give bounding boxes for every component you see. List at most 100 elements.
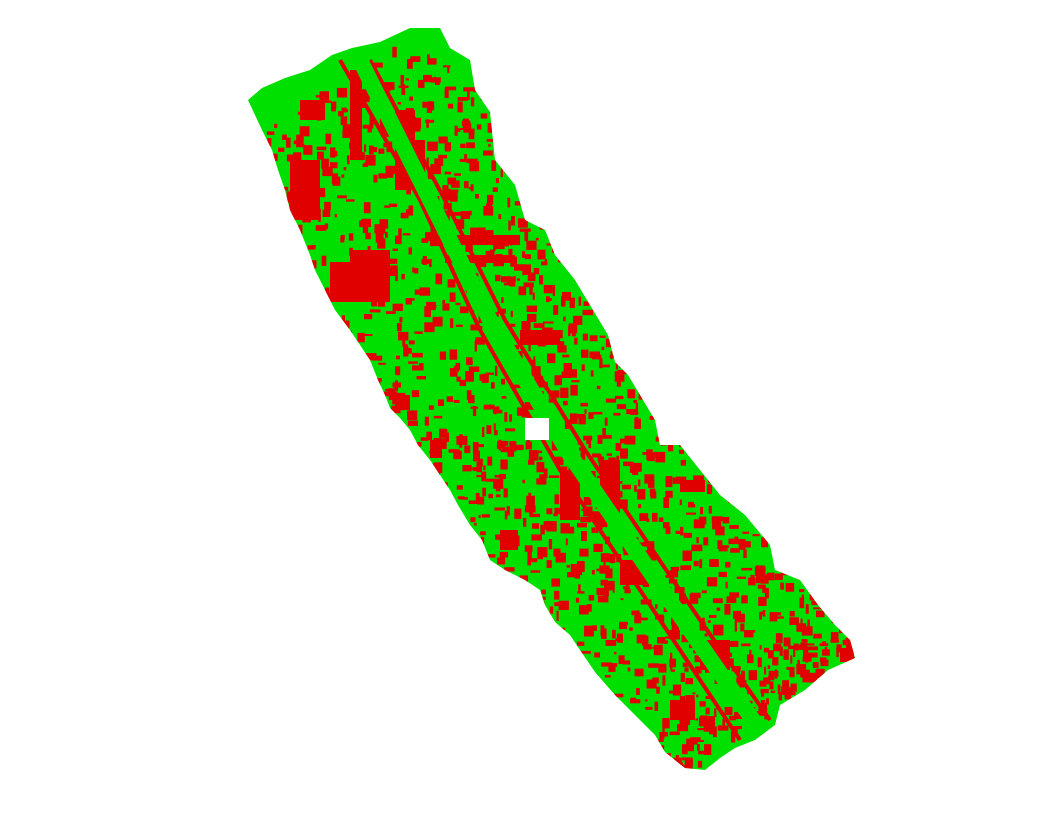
red-patch [528,450,539,461]
red-patch [460,211,471,219]
red-patch [376,405,383,411]
red-patch [712,598,723,604]
red-patch [379,391,390,397]
red-patch [278,147,285,152]
red-patch [782,680,789,689]
red-patch [412,267,415,273]
red-patch [324,223,329,229]
red-patch [524,254,531,260]
red-patch [476,474,483,478]
red-patch [677,762,683,770]
red-patch [274,191,283,195]
red-patch [389,265,398,276]
red-patch [741,643,751,647]
red-patch [801,570,810,581]
red-patch [449,368,458,377]
red-patch [375,421,384,428]
red-patch [475,194,479,199]
red-patch [489,111,493,114]
red-patch [748,670,757,681]
red-patch [237,184,243,190]
red-patch [700,715,708,727]
red-patch [524,231,529,242]
red-patch [704,716,715,726]
red-patch [540,524,545,535]
red-patch [470,517,476,523]
red-patch [230,177,241,184]
red-patch [332,176,341,186]
red-patch [371,414,375,423]
red-patch [801,639,808,642]
red-patch [551,578,560,587]
red-patch [578,672,585,684]
red-patch [481,536,485,545]
red-patch [763,677,771,685]
red-patch [681,634,690,643]
red-patch [378,148,385,154]
red-patch [276,231,281,237]
red-patch [325,133,332,145]
red-patch [692,692,696,695]
red-patch [686,738,694,749]
red-patch [612,629,616,639]
red-patch [567,572,576,578]
red-patch [319,187,326,198]
red-patch [478,515,481,518]
red-patch [662,718,670,729]
red-patch [772,657,779,666]
red-patch [453,400,460,403]
red-patch [409,127,421,132]
red-patch [410,449,420,460]
red-patch [494,411,497,415]
red-patch [453,450,462,460]
red-patch [415,442,422,447]
red-patch [714,480,720,487]
red-patch [652,739,660,751]
red-patch [542,321,554,324]
red-patch [647,452,655,462]
red-block [445,255,515,263]
red-patch [766,572,775,581]
red-patch [430,146,434,152]
red-patch [773,643,782,652]
red-patch [607,580,615,591]
red-patch [430,163,441,175]
red-patch [374,224,386,234]
red-patch [734,536,739,540]
red-patch [750,574,755,579]
red-patch [482,487,486,497]
red-patch [341,344,352,349]
red-patch [599,358,603,369]
red-patch [447,103,454,109]
red-patch [318,225,324,231]
red-patch [741,670,745,681]
red-patch [730,640,739,647]
red-patch [484,554,496,558]
red-patch [558,648,564,651]
red-patch [296,143,305,148]
red-patch [430,165,434,176]
red-patch [566,369,577,378]
red-patch [658,745,665,752]
red-patch [756,565,759,573]
red-patch [444,142,451,151]
red-patch [414,331,423,334]
red-patch [558,600,569,610]
red-patch [529,286,533,295]
red-patch [384,205,391,208]
red-patch [728,538,739,545]
red-patch [766,698,769,705]
red-patch [509,414,512,422]
red-patch [689,594,699,604]
red-patch [553,513,558,517]
red-patch [682,662,688,667]
red-patch [699,519,705,525]
red-patch [457,517,465,524]
red-patch [783,649,789,660]
red-patch [346,199,355,202]
red-patch [734,613,745,623]
red-patch [555,552,566,563]
red-patch [362,163,366,167]
red-patch [735,666,740,673]
red-patch [669,658,676,668]
